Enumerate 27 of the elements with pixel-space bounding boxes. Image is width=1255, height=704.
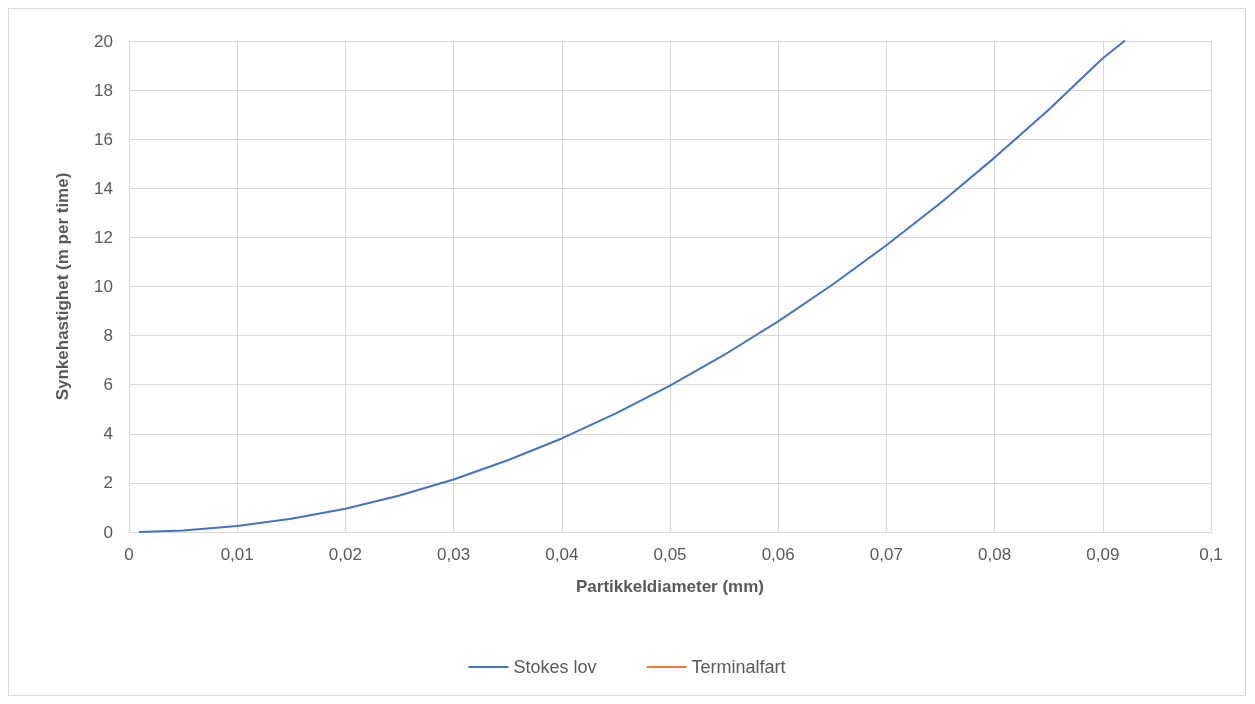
y-tick-label: 20 [94,31,113,51]
x-tick-label: 0 [124,545,134,564]
y-tick-label: 0 [103,522,113,542]
y-tick-label: 8 [103,326,113,346]
x-tick-label: 0,01 [220,545,254,564]
y-tick-label: 10 [94,277,113,296]
x-tick-label: 0,09 [1086,545,1120,564]
x-tick-label: 0,07 [869,545,903,564]
x-tick-label: 0,08 [978,545,1012,564]
x-tick-label: 0,06 [761,545,795,564]
legend-label: Stokes lov [513,657,597,677]
y-tick-label: 16 [94,129,113,149]
x-tick-label: 0,03 [437,545,471,564]
x-tick-label: 0,04 [545,545,579,564]
y-axis-title: Synkehastighet (m per time) [53,172,72,401]
y-tick-label: 4 [103,424,113,444]
x-axis-title: Partikkeldiameter (mm) [575,577,765,596]
line-series [138,40,1126,533]
y-tick-label: 14 [94,178,113,198]
y-tick-label: 6 [103,375,113,395]
x-tick-label: 0,05 [653,545,687,564]
y-tick-label: 18 [94,80,113,100]
y-tick-label: 12 [94,227,113,247]
y-tick-label: 2 [103,473,113,493]
x-tick-label: 0,02 [328,545,362,564]
legend-label: Terminalfart [691,657,786,677]
x-tick-label: 0,1 [1199,545,1223,564]
